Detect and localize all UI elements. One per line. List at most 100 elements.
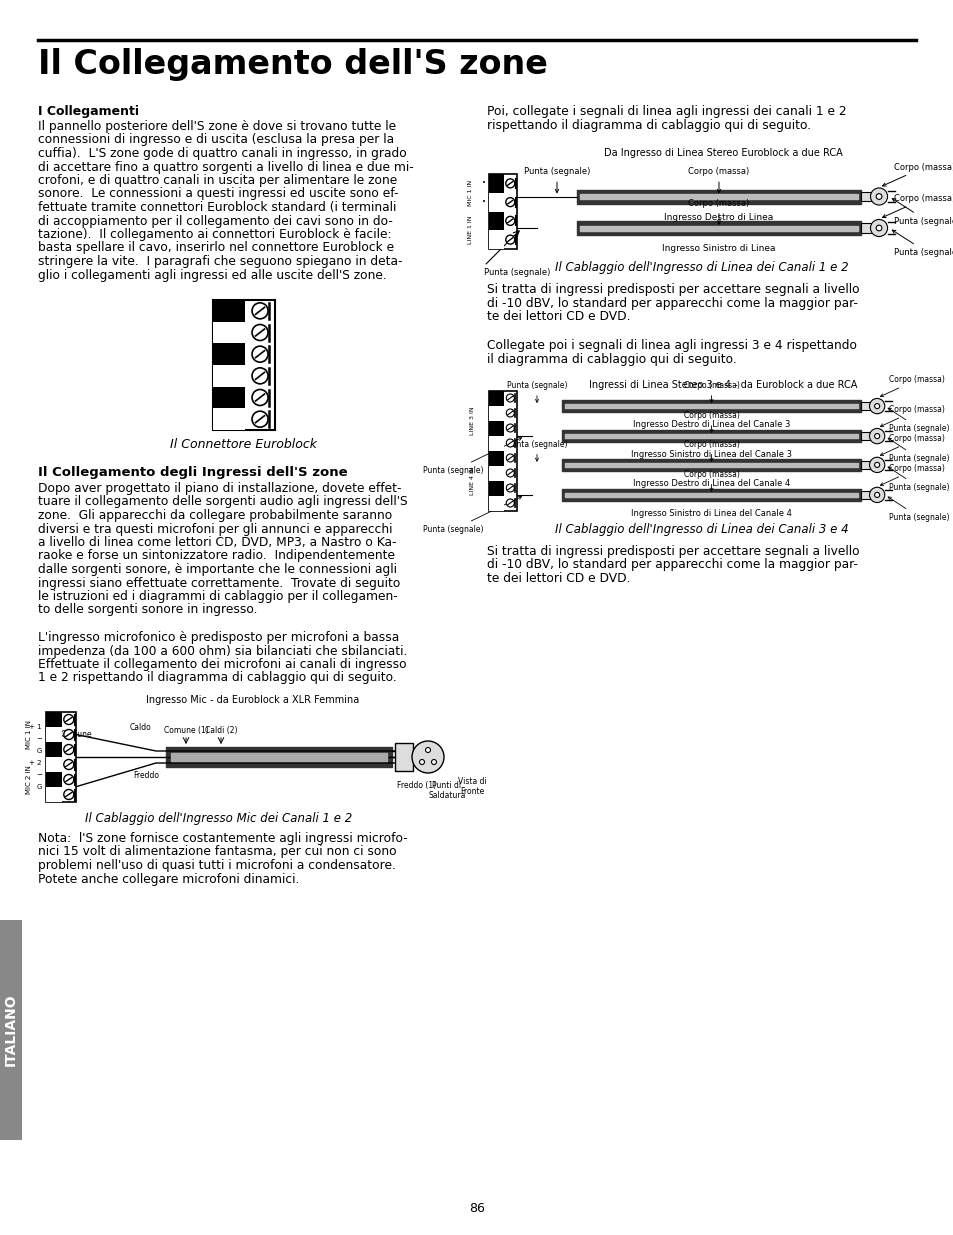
- Text: + 2: + 2: [30, 761, 42, 766]
- Bar: [489, 390, 517, 510]
- Circle shape: [506, 499, 514, 508]
- Circle shape: [868, 399, 883, 414]
- Text: MIC 2 IN: MIC 2 IN: [26, 764, 32, 794]
- Bar: [489, 451, 503, 466]
- Text: crofoni, e di quattro canali in uscita per alimentare le zone: crofoni, e di quattro canali in uscita p…: [38, 174, 396, 186]
- Bar: [213, 366, 245, 387]
- Circle shape: [64, 745, 73, 755]
- Bar: [489, 390, 503, 405]
- Circle shape: [252, 303, 268, 319]
- Text: Ingresso Sinistro di Linea: Ingresso Sinistro di Linea: [661, 245, 775, 253]
- Text: Il Collegamento degli Ingressi dell'S zone: Il Collegamento degli Ingressi dell'S zo…: [38, 466, 347, 479]
- Bar: [861, 401, 870, 410]
- Text: LINE 1 IN: LINE 1 IN: [468, 216, 473, 245]
- Text: le istruzioni ed i diagrammi di cablaggio per il collegamen-: le istruzioni ed i diagrammi di cablaggi…: [38, 590, 397, 603]
- Circle shape: [874, 404, 879, 409]
- Text: •: •: [481, 199, 485, 205]
- Circle shape: [505, 198, 515, 206]
- Text: Corpo (massa): Corpo (massa): [688, 168, 749, 193]
- Text: 86: 86: [469, 1202, 484, 1215]
- Text: Ingresso Mic - da Euroblock a XLR Femmina: Ingresso Mic - da Euroblock a XLR Femmin…: [146, 695, 358, 705]
- Bar: [489, 405, 503, 420]
- Text: glio i collegamenti agli ingressi ed alle uscite dell'S zone.: glio i collegamenti agli ingressi ed all…: [38, 268, 386, 282]
- Text: rispettando il diagramma di cablaggio qui di seguito.: rispettando il diagramma di cablaggio qu…: [486, 119, 810, 131]
- Text: Punta (segnale): Punta (segnale): [891, 199, 953, 226]
- Circle shape: [506, 454, 514, 462]
- Text: Punta (segnale): Punta (segnale): [891, 230, 953, 257]
- Text: ITALIANO: ITALIANO: [4, 994, 18, 1066]
- Bar: [213, 300, 274, 430]
- Text: sonore.  Le connessioni a questi ingressi ed uscite sono ef-: sonore. Le connessioni a questi ingressi…: [38, 188, 398, 200]
- Text: LINE 3 IN: LINE 3 IN: [470, 406, 475, 435]
- Text: zone.  Gli apparecchi da collegare probabilmente saranno: zone. Gli apparecchi da collegare probab…: [38, 509, 392, 522]
- Bar: [46, 727, 62, 742]
- Text: Il Collegamento dell'S zone: Il Collegamento dell'S zone: [38, 48, 547, 82]
- Circle shape: [64, 715, 73, 725]
- Text: Corpo (massa): Corpo (massa): [880, 464, 943, 485]
- Circle shape: [506, 438, 514, 447]
- Text: Punta (segnale): Punta (segnale): [887, 438, 948, 463]
- Text: dalle sorgenti sonore, è importante che le connessioni agli: dalle sorgenti sonore, è importante che …: [38, 563, 396, 576]
- Text: il diagramma di cablaggio qui di seguito.: il diagramma di cablaggio qui di seguito…: [486, 353, 736, 366]
- Circle shape: [506, 484, 514, 492]
- Text: di -10 dBV, lo standard per apparecchi come la maggior par-: di -10 dBV, lo standard per apparecchi c…: [486, 296, 857, 310]
- Text: Corpo (massa): Corpo (massa): [882, 194, 953, 217]
- Text: Ingressi di Linea Stereo 3 e 4 - da Euroblock a due RCA: Ingressi di Linea Stereo 3 e 4 - da Euro…: [588, 380, 856, 390]
- Text: Punta (segnale): Punta (segnale): [506, 382, 567, 403]
- Circle shape: [874, 493, 879, 498]
- Bar: [46, 742, 62, 757]
- Text: Caldi (2): Caldi (2): [205, 726, 237, 735]
- Bar: [489, 193, 503, 211]
- Text: 1 e 2 rispettando il diagramma di cablaggio qui di seguito.: 1 e 2 rispettando il diagramma di cablag…: [38, 672, 396, 684]
- Circle shape: [875, 194, 881, 199]
- Text: Caldo: Caldo: [130, 724, 152, 732]
- Bar: [46, 713, 62, 727]
- Bar: [213, 343, 245, 366]
- Text: Comune (1): Comune (1): [164, 726, 208, 735]
- Text: tazione).  Il collegamento ai connettori Euroblock è facile:: tazione). Il collegamento ai connettori …: [38, 228, 391, 241]
- Text: Si tratta di ingressi predisposti per accettare segnali a livello: Si tratta di ingressi predisposti per ac…: [486, 283, 859, 296]
- Text: L'ingresso microfonico è predisposto per microfoni a bassa: L'ingresso microfonico è predisposto per…: [38, 631, 399, 643]
- Bar: [861, 490, 870, 499]
- Circle shape: [868, 457, 883, 473]
- Bar: [0, 920, 22, 1140]
- Bar: [489, 466, 503, 480]
- Text: Punta (segnale): Punta (segnale): [523, 168, 590, 193]
- Bar: [489, 174, 503, 193]
- Circle shape: [64, 730, 73, 740]
- Text: Corpo (massa): Corpo (massa): [683, 440, 739, 461]
- Circle shape: [425, 747, 430, 752]
- Text: G: G: [36, 784, 42, 789]
- Circle shape: [874, 462, 879, 468]
- Text: Corpo (massa): Corpo (massa): [688, 199, 749, 224]
- Text: Corpo (massa): Corpo (massa): [880, 405, 943, 426]
- Bar: [46, 772, 62, 787]
- Circle shape: [868, 488, 883, 503]
- Circle shape: [505, 235, 515, 245]
- Text: Punti di
Saldatura: Punti di Saldatura: [428, 781, 465, 800]
- Circle shape: [412, 741, 443, 773]
- Circle shape: [431, 760, 436, 764]
- Circle shape: [64, 760, 73, 769]
- Text: MIC 1 IN: MIC 1 IN: [26, 720, 32, 748]
- Text: Punta (segnale): Punta (segnale): [506, 440, 567, 461]
- Text: Punta (segnale): Punta (segnale): [423, 496, 521, 534]
- Bar: [213, 387, 245, 409]
- Text: Ingresso Destro di Linea del Canale 3: Ingresso Destro di Linea del Canale 3: [632, 420, 789, 429]
- Bar: [489, 211, 503, 230]
- Text: Vista di
Fronte: Vista di Fronte: [457, 777, 486, 797]
- Text: Poi, collegate i segnali di linea agli ingressi dei canali 1 e 2: Poi, collegate i segnali di linea agli i…: [486, 105, 845, 119]
- Text: Punta (segnale): Punta (segnale): [887, 408, 948, 433]
- Text: nici 15 volt di alimentazione fantasma, per cui non ci sono: nici 15 volt di alimentazione fantasma, …: [38, 846, 396, 858]
- Circle shape: [506, 469, 514, 477]
- Bar: [861, 224, 871, 232]
- Text: Ingresso Sinistro di Linea del Canale 4: Ingresso Sinistro di Linea del Canale 4: [630, 509, 791, 517]
- Text: •: •: [481, 180, 485, 186]
- Text: Il Cablaggio dell'Ingresso di Linea dei Canali 1 e 2: Il Cablaggio dell'Ingresso di Linea dei …: [554, 261, 847, 274]
- Bar: [213, 300, 245, 321]
- Text: Dopo aver progettato il piano di installazione, dovete effet-: Dopo aver progettato il piano di install…: [38, 482, 401, 495]
- Text: MIC 1 IN: MIC 1 IN: [468, 179, 473, 206]
- Text: raoke e forse un sintonizzatore radio.  Indipendentemente: raoke e forse un sintonizzatore radio. I…: [38, 550, 395, 562]
- Text: Il pannello posteriore dell'S zone è dove si trovano tutte le: Il pannello posteriore dell'S zone è dov…: [38, 120, 395, 133]
- Text: Effettuate il collegamento dei microfoni ai canali di ingresso: Effettuate il collegamento dei microfoni…: [38, 658, 406, 671]
